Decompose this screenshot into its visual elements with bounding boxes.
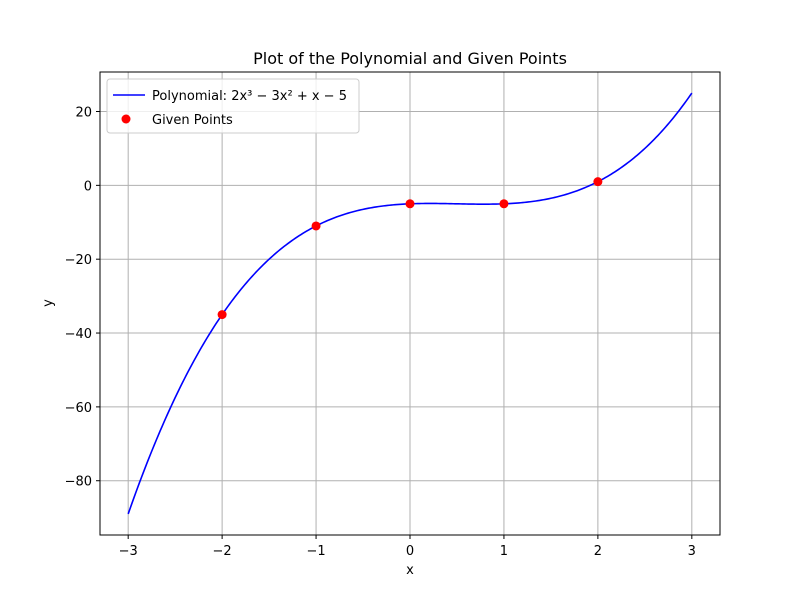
x-axis-ticks: −3 −2 −1 0 1 2 3 (119, 535, 696, 559)
y-axis-ticks: −80 −60 −40 −20 0 20 (65, 106, 100, 490)
y-tick-label: −60 (65, 401, 92, 416)
y-tick-label: 0 (84, 179, 92, 194)
y-tick-label: −80 (65, 475, 92, 490)
x-tick-label: −3 (119, 544, 138, 559)
x-tick-label: 0 (406, 544, 414, 559)
legend-marker-swatch (121, 114, 131, 124)
given-point (593, 177, 603, 187)
legend-entry-given-points: Given Points (152, 113, 233, 128)
given-point (217, 310, 227, 320)
plot-area (127, 92, 693, 515)
y-tick-label: −40 (65, 327, 92, 342)
given-point (311, 221, 321, 231)
x-tick-label: 1 (500, 544, 508, 559)
x-tick-label: 3 (688, 544, 696, 559)
given-point (405, 199, 415, 209)
x-tick-label: −1 (306, 544, 325, 559)
y-tick-label: −20 (65, 253, 92, 268)
y-tick-label: 20 (75, 106, 92, 121)
x-axis-label: x (406, 563, 414, 578)
legend-entry-polynomial: Polynomial: 2x³ − 3x² + x − 5 (152, 89, 347, 104)
chart-title: Plot of the Polynomial and Given Points (253, 49, 567, 68)
x-tick-label: 2 (594, 544, 602, 559)
x-tick-label: −2 (213, 544, 232, 559)
legend-box (106, 78, 360, 134)
grid (100, 72, 720, 535)
given-point (499, 199, 509, 209)
y-axis-label: y (41, 299, 56, 307)
legend: Polynomial: 2x³ − 3x² + x − 5 Given Poin… (106, 78, 360, 134)
